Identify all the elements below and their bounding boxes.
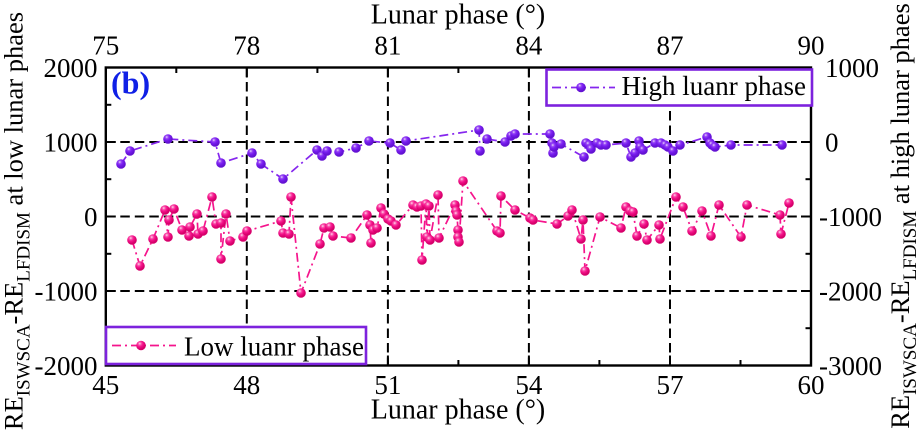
svg-text:48: 48 bbox=[233, 370, 260, 400]
svg-text:2000: 2000 bbox=[44, 53, 98, 83]
svg-text:87: 87 bbox=[657, 31, 684, 61]
svg-text:0: 0 bbox=[84, 202, 98, 232]
svg-text:81: 81 bbox=[374, 31, 401, 61]
svg-text:54: 54 bbox=[515, 370, 543, 400]
svg-text:57: 57 bbox=[657, 370, 684, 400]
svg-text:Low luanr phase: Low luanr phase bbox=[184, 332, 364, 362]
svg-text:45: 45 bbox=[92, 370, 119, 400]
svg-text:Lunar phase (°): Lunar phase (°) bbox=[371, 0, 545, 31]
svg-text:-3000: -3000 bbox=[819, 351, 882, 381]
svg-text:High luanr phase: High luanr phase bbox=[622, 71, 806, 101]
svg-text:75: 75 bbox=[92, 31, 119, 61]
svg-text:90: 90 bbox=[798, 31, 825, 61]
svg-text:-2000: -2000 bbox=[35, 351, 98, 381]
svg-text:0: 0 bbox=[825, 128, 839, 158]
svg-text:-1000: -1000 bbox=[35, 277, 98, 307]
svg-text:78: 78 bbox=[233, 31, 260, 61]
svg-text:(b): (b) bbox=[111, 65, 150, 101]
svg-text:51: 51 bbox=[374, 370, 401, 400]
svg-text:Lunar phase (°): Lunar phase (°) bbox=[371, 395, 545, 426]
svg-text:84: 84 bbox=[515, 31, 543, 61]
svg-text:1000: 1000 bbox=[825, 53, 879, 83]
svg-text:-1000: -1000 bbox=[819, 202, 882, 232]
svg-text:60: 60 bbox=[798, 370, 825, 400]
svg-text:-2000: -2000 bbox=[819, 277, 882, 307]
svg-text:1000: 1000 bbox=[44, 128, 98, 158]
